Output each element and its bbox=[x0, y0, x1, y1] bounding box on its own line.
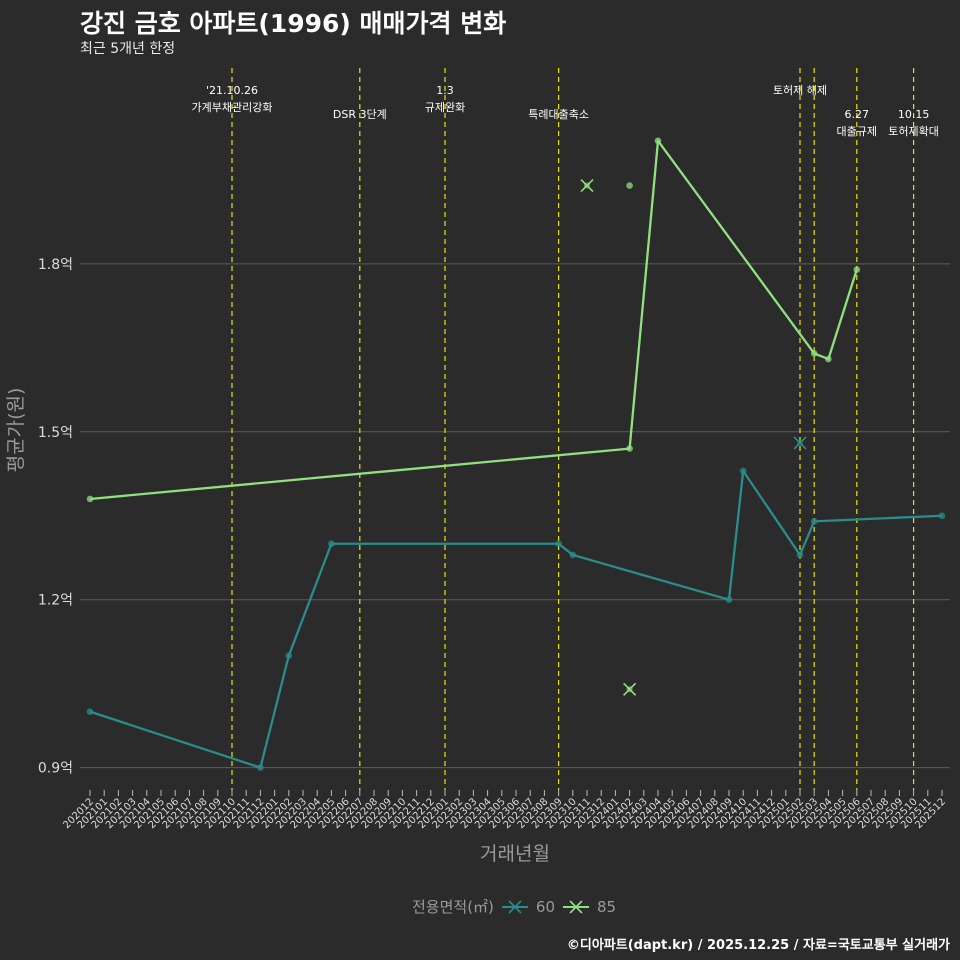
chart-title: 강진 금호 아파트(1996) 매매가격 변화 bbox=[80, 9, 507, 38]
data-point-85 bbox=[626, 182, 633, 189]
event-label: 토허제확대 bbox=[888, 125, 939, 138]
data-point-60 bbox=[555, 540, 562, 548]
data-point-85 bbox=[825, 355, 832, 363]
data-point-85 bbox=[853, 266, 861, 273]
legend-label-60: 60 bbox=[535, 897, 555, 916]
event-label: 가계부채관리강화 bbox=[192, 101, 273, 114]
outlier-point bbox=[626, 686, 633, 693]
event-label: 10.15 bbox=[898, 108, 930, 121]
series-line-85 bbox=[89, 139, 858, 501]
data-point-85 bbox=[86, 495, 94, 503]
y-tick-label: 1.8억 bbox=[38, 257, 73, 273]
data-point-60 bbox=[86, 708, 94, 715]
event-label: 토허제 해제 bbox=[773, 83, 827, 97]
event-label: '21.10.26 bbox=[206, 84, 258, 97]
caption: ©디아파트(dapt.kr) / 2025.12.25 / 자료=국토교통부 실… bbox=[566, 938, 950, 953]
event-label: 특례대출축소 bbox=[528, 108, 589, 121]
outlier-marker-85 bbox=[580, 178, 594, 193]
data-point-60 bbox=[569, 551, 577, 559]
legend: 전용면적(㎡) 60 85 bbox=[412, 896, 616, 917]
legend-item-60[interactable]: 60 bbox=[500, 898, 555, 916]
data-point-85 bbox=[626, 445, 633, 452]
outlier-point bbox=[797, 439, 803, 446]
data-point-60 bbox=[328, 540, 335, 548]
legend-label-85: 85 bbox=[597, 897, 617, 916]
data-point-60 bbox=[810, 518, 818, 525]
event-label: 1.3 bbox=[436, 84, 454, 97]
legend-swatch-85 bbox=[563, 899, 589, 914]
outlier-marker-85 bbox=[623, 682, 637, 696]
event-label: 규제완화 bbox=[425, 101, 465, 114]
chart-subtitle: 최근 5개년 한정 bbox=[80, 41, 176, 57]
x-axis-title: 거래년월 bbox=[480, 843, 550, 865]
y-tick-label: 0.9억 bbox=[38, 761, 73, 777]
y-tick-label: 1.2억 bbox=[38, 593, 73, 609]
data-point-85 bbox=[654, 137, 662, 145]
legend-item-85[interactable]: 85 bbox=[561, 898, 616, 916]
data-point-60 bbox=[257, 764, 264, 771]
y-axis-title: 평균가(원) bbox=[5, 388, 27, 473]
data-point-60 bbox=[938, 512, 946, 520]
event-label: DSR 3단계 bbox=[333, 108, 387, 121]
data-point-60 bbox=[725, 596, 733, 604]
outlier-marker-60 bbox=[793, 436, 807, 450]
y-tick-label: 1.5억 bbox=[38, 425, 73, 441]
legend-swatch-60 bbox=[501, 899, 528, 914]
data-point-60 bbox=[796, 551, 804, 559]
data-point-60 bbox=[739, 467, 747, 475]
event-label: 대출규제 bbox=[837, 125, 877, 138]
outlier-point bbox=[584, 182, 590, 189]
event-label: 6.27 bbox=[845, 108, 870, 121]
data-point-85 bbox=[810, 350, 818, 357]
legend-title: 전용면적(㎡) bbox=[412, 898, 494, 916]
data-point-60 bbox=[285, 652, 293, 659]
